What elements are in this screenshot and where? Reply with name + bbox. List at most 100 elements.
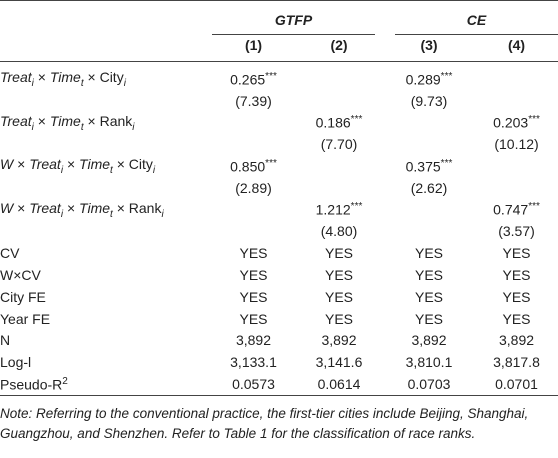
t-stat: (9.73) — [410, 92, 448, 109]
t-cell: (2.89) — [212, 177, 295, 199]
row-label: W×CV — [0, 264, 212, 286]
t-cell — [475, 90, 558, 112]
t-row: (2.89) (2.62) — [0, 177, 558, 199]
stat-cell: 0.0614 — [317, 376, 361, 393]
group-header: GTFP — [212, 12, 375, 35]
row-label: Treati × Timet × Ranki — [0, 112, 212, 134]
stat-cell: 3,810.1 — [405, 354, 453, 371]
column-header: (4) — [475, 35, 558, 62]
coef: 0.203 — [493, 114, 529, 131]
t-stat: (3.57) — [498, 223, 535, 240]
stat-cell: YES — [324, 288, 353, 305]
t-cell — [212, 133, 295, 155]
label-part: i — [123, 77, 126, 89]
coef: 1.212 — [315, 202, 351, 218]
t-row: (7.70) (10.12) — [0, 133, 558, 155]
coef-row: Treati × Timet × Cityi 0.265*** 0.289*** — [0, 62, 558, 90]
stat-cell: YES — [502, 310, 531, 327]
t-stat: (4.80) — [320, 223, 358, 240]
label-part: × — [13, 199, 30, 216]
row-label — [0, 221, 212, 243]
label-part: Treat — [0, 112, 32, 129]
stat-row: City FE YES YES YES YES — [0, 286, 558, 308]
label-part: City FE — [0, 288, 46, 305]
stars: *** — [440, 157, 453, 169]
t-cell — [212, 221, 295, 243]
label-part: W — [0, 156, 14, 173]
coef: 0.265 — [230, 71, 266, 88]
stars: *** — [350, 114, 363, 126]
label-part: × — [63, 156, 80, 173]
coef-cell: 0.186*** — [295, 112, 383, 134]
column-header: (2) — [295, 35, 383, 62]
label-part: i — [60, 164, 64, 176]
coef-cell: 0.375*** — [383, 155, 475, 177]
t-cell — [383, 133, 475, 155]
stat-row: Pseudo-R2 0.0573 0.0614 0.0703 0.0701 — [0, 373, 558, 395]
coef-row: Treati × Timet × Ranki 0.186*** 0.203*** — [0, 112, 558, 134]
t-stat: (10.12) — [494, 136, 539, 153]
label-part: i — [152, 164, 156, 176]
label-part: i — [31, 121, 34, 133]
t-cell: (2.62) — [383, 177, 475, 199]
label-part: × — [33, 69, 50, 85]
label-part: i — [132, 121, 135, 133]
coef-row: W × Treati × Timet × Cityi 0.850*** 0.375*… — [0, 155, 558, 177]
label-part: i — [31, 77, 34, 89]
label-part: × — [33, 112, 50, 129]
t-row: (7.39) (9.73) — [0, 90, 558, 112]
label-part: × — [63, 199, 80, 216]
stat-cell: YES — [502, 288, 531, 305]
t-cell: (9.73) — [383, 90, 475, 112]
stat-cell: 3,133.1 — [230, 354, 277, 371]
stat-cell: 3,817.8 — [493, 354, 540, 371]
label-part: Time — [49, 69, 81, 85]
stat-row: Log-l 3,133.1 3,141.6 3,810.1 3,817.8 — [0, 351, 558, 373]
t-stat: (2.62) — [410, 179, 448, 196]
row-label: Log-l — [0, 351, 212, 373]
label-part: Log-l — [0, 354, 32, 371]
results-table: GTFP CE (1) (2) (3) (4) Treati × Timet × Ci… — [0, 0, 558, 396]
row-label: W × Treati × Timet × Ranki — [0, 199, 212, 221]
row-label: Year FE — [0, 308, 212, 330]
coef: 0.375 — [405, 158, 441, 175]
row-label: CV — [0, 242, 212, 264]
stat-cell: YES — [414, 288, 443, 305]
label-part: i — [161, 208, 164, 220]
coef-cell: 0.203*** — [475, 112, 558, 134]
coef-cell — [212, 199, 295, 221]
label-part: CV — [0, 245, 20, 262]
row-label — [0, 133, 212, 155]
t-cell — [475, 177, 558, 199]
coef-cell: 0.850*** — [212, 155, 295, 177]
stat-cell: 3,892 — [498, 332, 535, 349]
stat-cell: YES — [414, 245, 443, 262]
row-label — [0, 90, 212, 112]
coef: 0.289 — [405, 71, 441, 88]
stat-cell: 3,892 — [411, 332, 447, 349]
label-part: W×CV — [0, 267, 41, 284]
stat-cell: 3,892 — [321, 332, 357, 349]
t-cell — [295, 90, 383, 112]
stat-row: Year FE YES YES YES YES — [0, 308, 558, 330]
coef-cell — [383, 112, 475, 134]
coef-cell: 0.747*** — [475, 199, 558, 221]
t-cell: (7.39) — [212, 90, 295, 112]
note: Note: Referring to the conventional prac… — [0, 405, 529, 441]
stat-row: W×CV YES YES YES YES — [0, 264, 558, 286]
coef-row: W × Treati × Timet × Ranki 1.212*** 0.747*… — [0, 199, 558, 221]
label-part: Time — [79, 199, 111, 216]
stat-cell: 3,141.6 — [315, 354, 363, 371]
label-part: W — [0, 199, 14, 216]
stat-cell: YES — [324, 310, 353, 327]
coef: 0.747 — [493, 202, 529, 218]
label-part: × City — [83, 69, 124, 85]
stat-cell: 0.0703 — [407, 376, 451, 393]
t-cell — [295, 177, 383, 199]
stat-cell: YES — [414, 310, 443, 327]
t-stat: (2.89) — [235, 179, 272, 196]
row-label: W × Treati × Timet × Cityi — [0, 155, 212, 177]
label-part: × — [13, 156, 30, 173]
label-part: Year FE — [0, 310, 51, 327]
